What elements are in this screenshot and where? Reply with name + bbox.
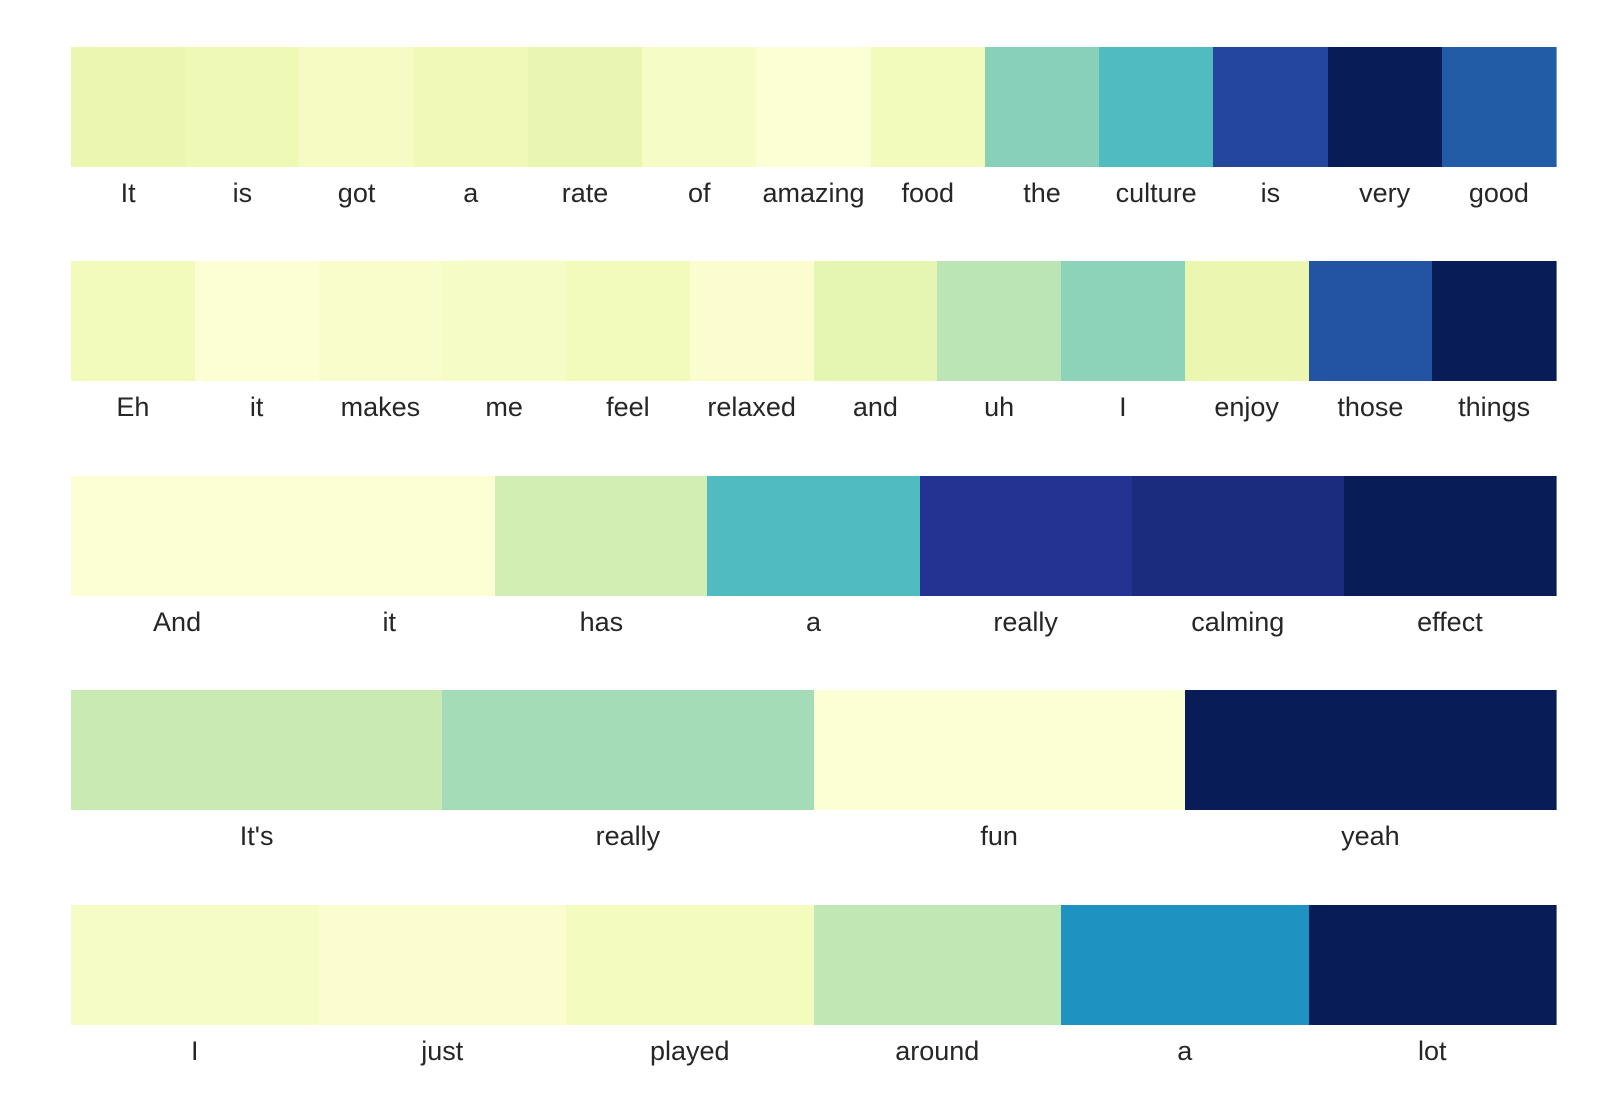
heatmap-cell [1442, 47, 1557, 167]
token-label: a [806, 607, 822, 637]
heatmap-cell [920, 476, 1133, 596]
heatmap-cell [566, 261, 691, 381]
token-label: has [580, 607, 624, 637]
token-label: of [688, 178, 711, 208]
token-label: effect [1417, 607, 1483, 637]
heatmap-cell [71, 905, 320, 1025]
heatmap-cell [1309, 905, 1557, 1025]
token-label: it [250, 392, 264, 422]
heatmap-cell [1061, 261, 1186, 381]
token-label: uh [984, 392, 1014, 422]
token-label: me [485, 392, 523, 422]
heatmap-cell [985, 47, 1100, 167]
heatmap-cell [1213, 47, 1329, 167]
heatmap-cell [1309, 261, 1433, 381]
heatmap-cell [1132, 476, 1345, 596]
token-label: rate [562, 178, 609, 208]
token-label: I [1119, 392, 1127, 422]
heatmap-cell [756, 47, 872, 167]
heatmap-cell [71, 261, 196, 381]
heatmap-cell [1185, 261, 1310, 381]
token-label: calming [1191, 607, 1284, 637]
heatmap-cell [195, 261, 320, 381]
heatmap-cell [528, 47, 643, 167]
heatmap-cell [690, 261, 815, 381]
heatmap-cell [1099, 47, 1214, 167]
token-label: makes [341, 392, 421, 422]
heatmap-cell [442, 690, 815, 810]
token-label: got [338, 178, 376, 208]
token-label: amazing [762, 178, 864, 208]
heatmap-cell [299, 47, 415, 167]
token-label: It [121, 178, 137, 208]
token-label: those [1337, 392, 1403, 422]
heatmap-cell [1185, 690, 1557, 810]
token-label: the [1023, 178, 1061, 208]
heatmap-cell [442, 261, 567, 381]
token-label: really [993, 607, 1058, 637]
heatmap-cell [566, 905, 815, 1025]
token-label: is [233, 178, 253, 208]
token-label: and [853, 392, 898, 422]
token-label: it [382, 607, 396, 637]
heatmap-cell [283, 476, 496, 596]
heatmap-cell [707, 476, 921, 596]
token-label: things [1458, 392, 1530, 422]
token-label: played [650, 1036, 730, 1066]
heatmap-cell [642, 47, 757, 167]
token-label: yeah [1341, 821, 1400, 851]
heatmap-cell [937, 261, 1062, 381]
token-label: lot [1418, 1036, 1447, 1066]
token-label: food [901, 178, 954, 208]
token-label: Eh [116, 392, 149, 422]
heatmap-cell [814, 905, 1062, 1025]
token-label: a [1177, 1036, 1193, 1066]
token-label: enjoy [1214, 392, 1279, 422]
token-label: good [1469, 178, 1529, 208]
heatmap-cell [1344, 476, 1557, 596]
heatmap-cell [1328, 47, 1443, 167]
token-label: just [420, 1036, 464, 1066]
heatmap-cell [814, 690, 1186, 810]
heatmap-cell [414, 47, 529, 167]
heatmap-cell [71, 690, 443, 810]
heatmap-cell [1432, 261, 1557, 381]
heatmap-cell [814, 261, 938, 381]
token-label: a [463, 178, 479, 208]
heatmap-cell [319, 261, 443, 381]
token-label: relaxed [707, 392, 796, 422]
token-label: I [191, 1036, 199, 1066]
heatmap-cell [319, 905, 567, 1025]
token-label: is [1261, 178, 1281, 208]
heatmap-cell [71, 47, 186, 167]
heatmap-row-1: It is got a rate of amazing food the culture is ver… [71, 47, 1557, 208]
token-label: really [596, 821, 661, 851]
heatmap-cell [495, 476, 708, 596]
token-label: very [1359, 178, 1411, 208]
heatmap-cell [71, 476, 284, 596]
heatmap-row-4: It's really fun yeah [71, 690, 1557, 851]
heatmap-cell [1061, 905, 1310, 1025]
heatmap-cell [871, 47, 986, 167]
heatmap-row-3: And it has a really calming effect [71, 476, 1557, 637]
token-label: around [895, 1036, 979, 1066]
token-label: And [153, 607, 201, 637]
token-label: fun [980, 821, 1018, 851]
heatmap-cell [185, 47, 300, 167]
token-label: culture [1116, 178, 1197, 208]
token-label: It's [240, 821, 274, 851]
token-label: feel [606, 392, 650, 422]
